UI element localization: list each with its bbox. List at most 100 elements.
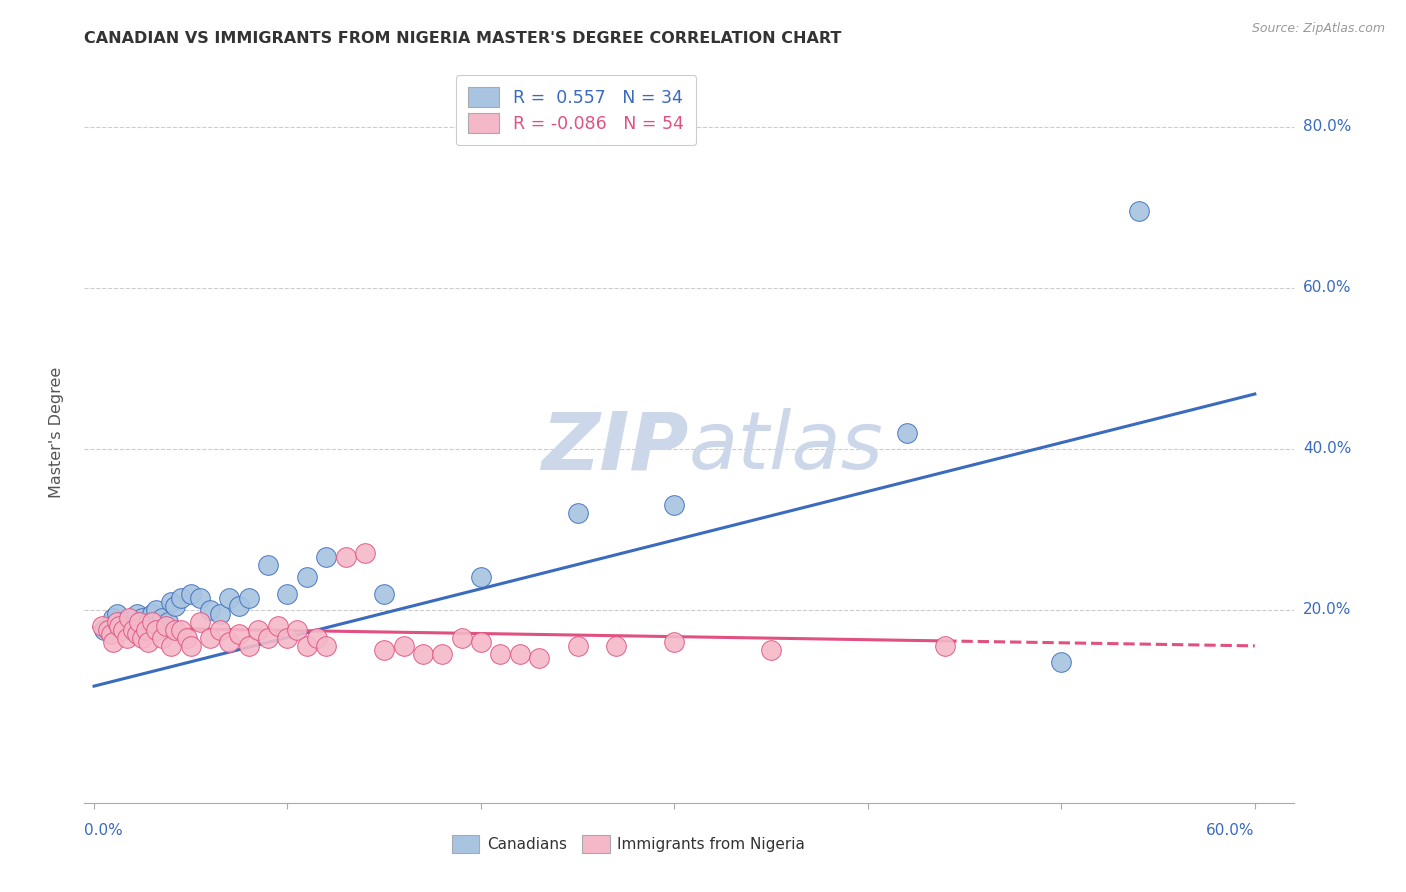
Point	[150, 631, 173, 645]
Point	[155, 619, 177, 633]
Point	[135, 623, 157, 637]
Point	[896, 425, 918, 440]
Point	[315, 639, 337, 653]
Y-axis label: Master's Degree: Master's Degree	[49, 367, 63, 499]
Point	[180, 586, 202, 600]
Point	[315, 550, 337, 565]
Point	[190, 615, 212, 629]
Point	[136, 615, 159, 629]
Point	[198, 602, 221, 616]
Point	[198, 631, 221, 645]
Point	[121, 623, 143, 637]
Point	[1128, 204, 1150, 219]
Point	[128, 615, 150, 629]
Text: 60.0%: 60.0%	[1303, 280, 1351, 295]
Point	[605, 639, 627, 653]
Point	[567, 639, 589, 653]
Point	[450, 631, 472, 645]
Point	[276, 631, 298, 645]
Point	[305, 631, 328, 645]
Point	[218, 591, 240, 605]
Point	[115, 631, 138, 645]
Point	[354, 546, 377, 560]
Point	[208, 623, 231, 637]
Point	[145, 602, 167, 616]
Point	[131, 631, 153, 645]
Point	[228, 599, 250, 613]
Text: 40.0%: 40.0%	[1303, 442, 1351, 456]
Point	[432, 647, 454, 661]
Point	[131, 610, 153, 624]
Point	[145, 623, 167, 637]
Title: CANADIAN VS IMMIGRANTS FROM NIGERIA MASTER'S DEGREE CORRELATION CHART: CANADIAN VS IMMIGRANTS FROM NIGERIA MAST…	[84, 31, 842, 46]
Text: Source: ZipAtlas.com: Source: ZipAtlas.com	[1251, 22, 1385, 36]
Point	[285, 623, 308, 637]
Point	[118, 610, 141, 624]
Point	[489, 647, 512, 661]
Point	[257, 631, 280, 645]
Point	[295, 639, 318, 653]
Point	[373, 643, 395, 657]
Point	[509, 647, 531, 661]
Point	[335, 550, 357, 565]
Point	[228, 627, 250, 641]
Point	[267, 619, 290, 633]
Point	[238, 591, 260, 605]
Text: ZIP: ZIP	[541, 409, 689, 486]
Point	[165, 623, 187, 637]
Point	[1050, 655, 1073, 669]
Point	[112, 615, 135, 629]
Point	[412, 647, 434, 661]
Point	[125, 627, 148, 641]
Point	[218, 635, 240, 649]
Point	[160, 594, 183, 608]
Point	[160, 639, 183, 653]
Point	[105, 607, 128, 621]
Point	[90, 619, 112, 633]
Point	[664, 635, 686, 649]
Point	[664, 498, 686, 512]
Point	[112, 623, 135, 637]
Point	[141, 607, 163, 621]
Point	[165, 599, 187, 613]
Text: 80.0%: 80.0%	[1303, 120, 1351, 135]
Point	[470, 570, 492, 584]
Point	[170, 591, 193, 605]
Point	[97, 623, 120, 637]
Point	[170, 623, 193, 637]
Text: 60.0%: 60.0%	[1206, 823, 1254, 838]
Point	[93, 623, 115, 637]
Point	[392, 639, 415, 653]
Point	[373, 586, 395, 600]
Point	[295, 570, 318, 584]
Point	[527, 651, 550, 665]
Point	[156, 615, 179, 629]
Point	[118, 619, 141, 633]
Point	[208, 607, 231, 621]
Point	[150, 610, 173, 624]
Point	[125, 607, 148, 621]
Point	[276, 586, 298, 600]
Point	[567, 506, 589, 520]
Point	[176, 631, 198, 645]
Point	[238, 639, 260, 653]
Point	[470, 635, 492, 649]
Point	[247, 623, 270, 637]
Point	[108, 619, 131, 633]
Text: 0.0%: 0.0%	[84, 823, 124, 838]
Point	[105, 615, 128, 629]
Point	[100, 627, 122, 641]
Point	[190, 591, 212, 605]
Point	[121, 623, 143, 637]
Point	[257, 558, 280, 573]
Point	[141, 615, 163, 629]
Point	[103, 635, 125, 649]
Point	[180, 639, 202, 653]
Text: 20.0%: 20.0%	[1303, 602, 1351, 617]
Text: atlas: atlas	[689, 409, 884, 486]
Point	[934, 639, 956, 653]
Point	[759, 643, 782, 657]
Point	[136, 635, 159, 649]
Legend: Canadians, Immigrants from Nigeria: Canadians, Immigrants from Nigeria	[443, 826, 814, 862]
Point	[103, 610, 125, 624]
